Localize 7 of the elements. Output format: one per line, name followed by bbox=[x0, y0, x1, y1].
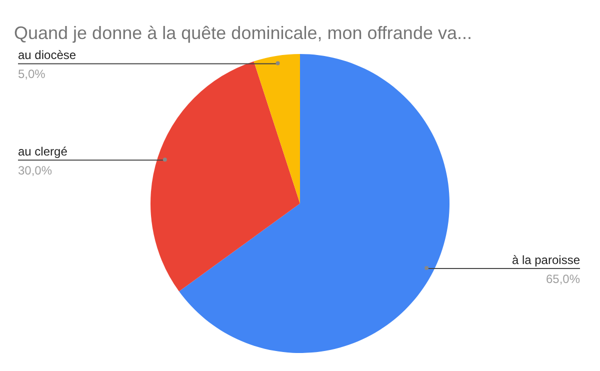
data-label: 30,0% bbox=[18, 164, 52, 178]
chart-title: Quand je donne à la quête dominicale, mon offrande va... bbox=[14, 23, 472, 43]
slice-label: au diocèse bbox=[18, 48, 76, 62]
data-label: 65,0% bbox=[546, 272, 580, 286]
data-label: 5,0% bbox=[18, 67, 46, 82]
slice-label: au clergé bbox=[18, 144, 68, 159]
slice-label: à la paroisse bbox=[512, 252, 580, 267]
